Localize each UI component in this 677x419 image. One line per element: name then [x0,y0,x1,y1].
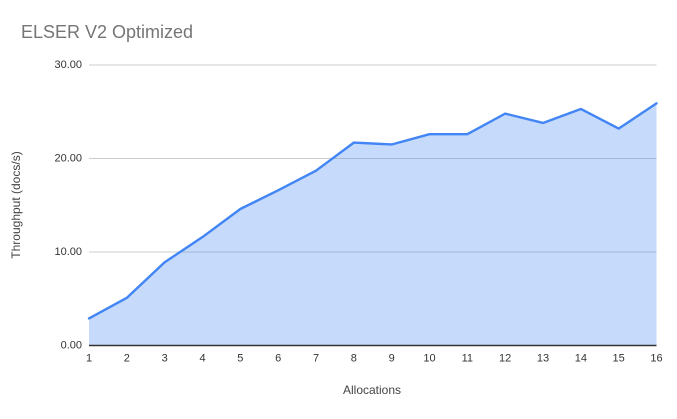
x-tick-label: 12 [499,353,511,365]
series-line [87,102,658,320]
x-tick-label: 7 [313,353,319,365]
x-axis-title: Allocations [342,383,402,397]
x-tick-label: 15 [613,353,625,365]
x-tick-label: 16 [650,353,662,365]
x-tick-label: 2 [124,353,130,365]
x-tick-label: 3 [162,353,168,365]
x-tick-label: 14 [575,353,587,365]
y-tick-label: 20.00 [54,153,82,165]
y-tick-label: 30.00 [54,59,82,71]
x-tick-label: 9 [389,353,395,365]
chart-title: ELSER V2 Optimized [21,22,194,42]
x-tick-label: 10 [423,353,435,365]
y-tick-label: 0.00 [61,340,82,352]
x-tick-label: 1 [86,353,92,365]
x-tick-label: 5 [237,353,243,365]
area-fill [89,103,657,346]
x-tick-label: 13 [537,353,549,365]
y-tick-label: 10.00 [54,246,82,258]
x-tick-label: 4 [199,353,205,365]
x-tick-label: 6 [275,353,281,365]
x-tick-label: 8 [351,353,357,365]
x-tick-label: 11 [462,353,473,365]
